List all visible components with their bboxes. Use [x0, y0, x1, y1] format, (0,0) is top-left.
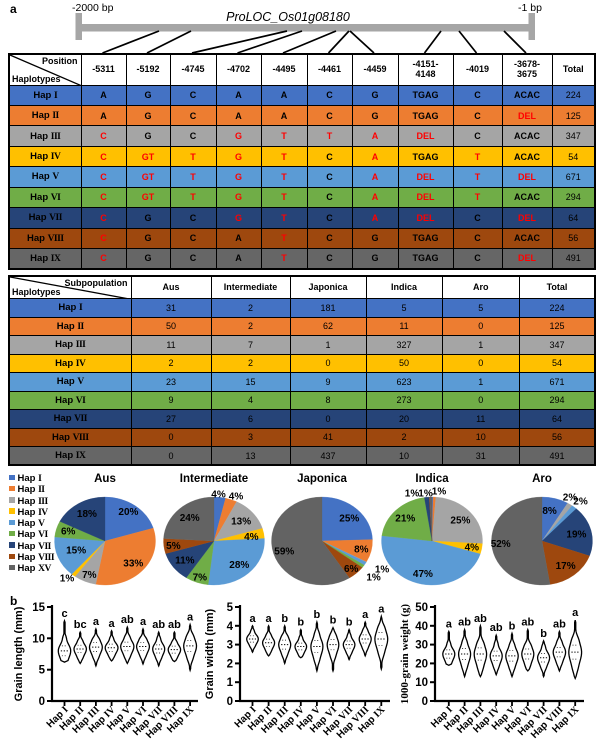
svg-text:2%: 2% [573, 497, 588, 508]
svg-text:a: a [378, 603, 385, 615]
svg-text:4%: 4% [244, 532, 259, 543]
svg-text:4%: 4% [465, 543, 480, 554]
svg-text:10: 10 [415, 677, 428, 689]
svg-text:1%: 1% [60, 574, 75, 585]
svg-text:b: b [330, 615, 337, 627]
svg-text:Aus: Aus [94, 473, 116, 485]
svg-text:3: 3 [227, 640, 233, 652]
svg-text:6%: 6% [344, 564, 359, 575]
svg-text:0: 0 [39, 696, 45, 708]
svg-text:40: 40 [415, 621, 428, 633]
svg-text:ab: ab [490, 622, 503, 634]
svg-text:ab: ab [521, 617, 534, 629]
svg-text:a: a [266, 613, 273, 625]
svg-text:20%: 20% [118, 507, 138, 518]
svg-text:ab: ab [152, 619, 165, 631]
svg-text:b: b [281, 613, 288, 625]
svg-text:7%: 7% [82, 570, 97, 581]
svg-text:ab: ab [474, 613, 487, 625]
svg-text:Indica: Indica [415, 473, 449, 485]
svg-text:a: a [109, 618, 116, 630]
svg-text:15: 15 [32, 602, 45, 614]
svg-text:ab: ab [458, 617, 471, 629]
svg-text:b: b [346, 617, 353, 629]
svg-text:5: 5 [39, 665, 46, 677]
svg-text:2%: 2% [563, 493, 578, 504]
svg-text:0: 0 [422, 696, 428, 708]
svg-text:Grain width (mm): Grain width (mm) [204, 608, 216, 699]
svg-text:b: b [540, 628, 547, 640]
svg-text:30: 30 [415, 640, 428, 652]
svg-text:a: a [362, 609, 369, 621]
svg-text:10: 10 [32, 633, 45, 645]
svg-text:50: 50 [415, 602, 428, 614]
svg-text:20: 20 [415, 658, 428, 670]
svg-text:5: 5 [227, 602, 234, 614]
svg-text:18%: 18% [77, 509, 97, 520]
svg-text:a: a [93, 616, 100, 628]
svg-text:1%: 1% [432, 487, 447, 498]
svg-text:8%: 8% [542, 506, 557, 517]
svg-text:47%: 47% [413, 569, 433, 580]
svg-text:6%: 6% [61, 527, 76, 538]
svg-text:13%: 13% [231, 517, 251, 528]
svg-text:1%: 1% [405, 489, 420, 500]
svg-text:8%: 8% [354, 544, 369, 555]
svg-text:ab: ab [121, 614, 134, 626]
svg-text:1%: 1% [366, 573, 381, 584]
svg-text:25%: 25% [339, 514, 359, 525]
svg-text:-2000 bp: -2000 bp [72, 2, 114, 14]
svg-text:-1 bp: -1 bp [518, 2, 542, 14]
svg-text:b: b [314, 609, 321, 621]
svg-text:bc: bc [74, 619, 87, 631]
svg-text:c: c [61, 608, 67, 620]
svg-text:ProLOC_Os01g08180: ProLOC_Os01g08180 [226, 10, 350, 24]
svg-text:a: a [187, 612, 194, 624]
svg-text:1%: 1% [418, 489, 433, 500]
svg-text:11%: 11% [175, 555, 195, 566]
svg-text:5%: 5% [166, 541, 181, 552]
svg-text:a: a [249, 613, 256, 625]
svg-text:4: 4 [227, 621, 234, 633]
svg-text:Aro: Aro [532, 473, 552, 485]
svg-text:a: a [572, 607, 579, 619]
svg-text:19%: 19% [566, 529, 586, 540]
svg-text:a: a [140, 616, 147, 628]
svg-text:52%: 52% [491, 539, 511, 550]
svg-text:15%: 15% [66, 546, 86, 557]
svg-text:24%: 24% [180, 513, 200, 524]
svg-text:17%: 17% [556, 561, 576, 572]
svg-text:b: b [297, 617, 304, 629]
svg-text:2: 2 [227, 658, 233, 670]
svg-text:7%: 7% [193, 572, 208, 583]
svg-text:Grain length (mm): Grain length (mm) [13, 606, 25, 701]
svg-text:59%: 59% [274, 547, 294, 558]
svg-text:1: 1 [227, 677, 234, 689]
svg-text:21%: 21% [395, 514, 415, 525]
svg-text:ab: ab [553, 618, 566, 630]
svg-text:4%: 4% [229, 492, 244, 503]
svg-text:25%: 25% [450, 516, 470, 527]
svg-text:ab: ab [168, 619, 181, 631]
svg-text:1000-grain weight (g): 1000-grain weight (g) [399, 604, 411, 705]
svg-text:Japonica: Japonica [297, 473, 347, 485]
svg-text:33%: 33% [123, 559, 143, 570]
svg-text:a: a [446, 618, 453, 630]
svg-text:1%: 1% [375, 565, 390, 576]
svg-text:0: 0 [227, 696, 233, 708]
svg-text:Intermediate: Intermediate [180, 473, 248, 485]
svg-text:4%: 4% [211, 490, 226, 501]
svg-text:b: b [509, 620, 516, 632]
svg-text:28%: 28% [229, 560, 249, 571]
